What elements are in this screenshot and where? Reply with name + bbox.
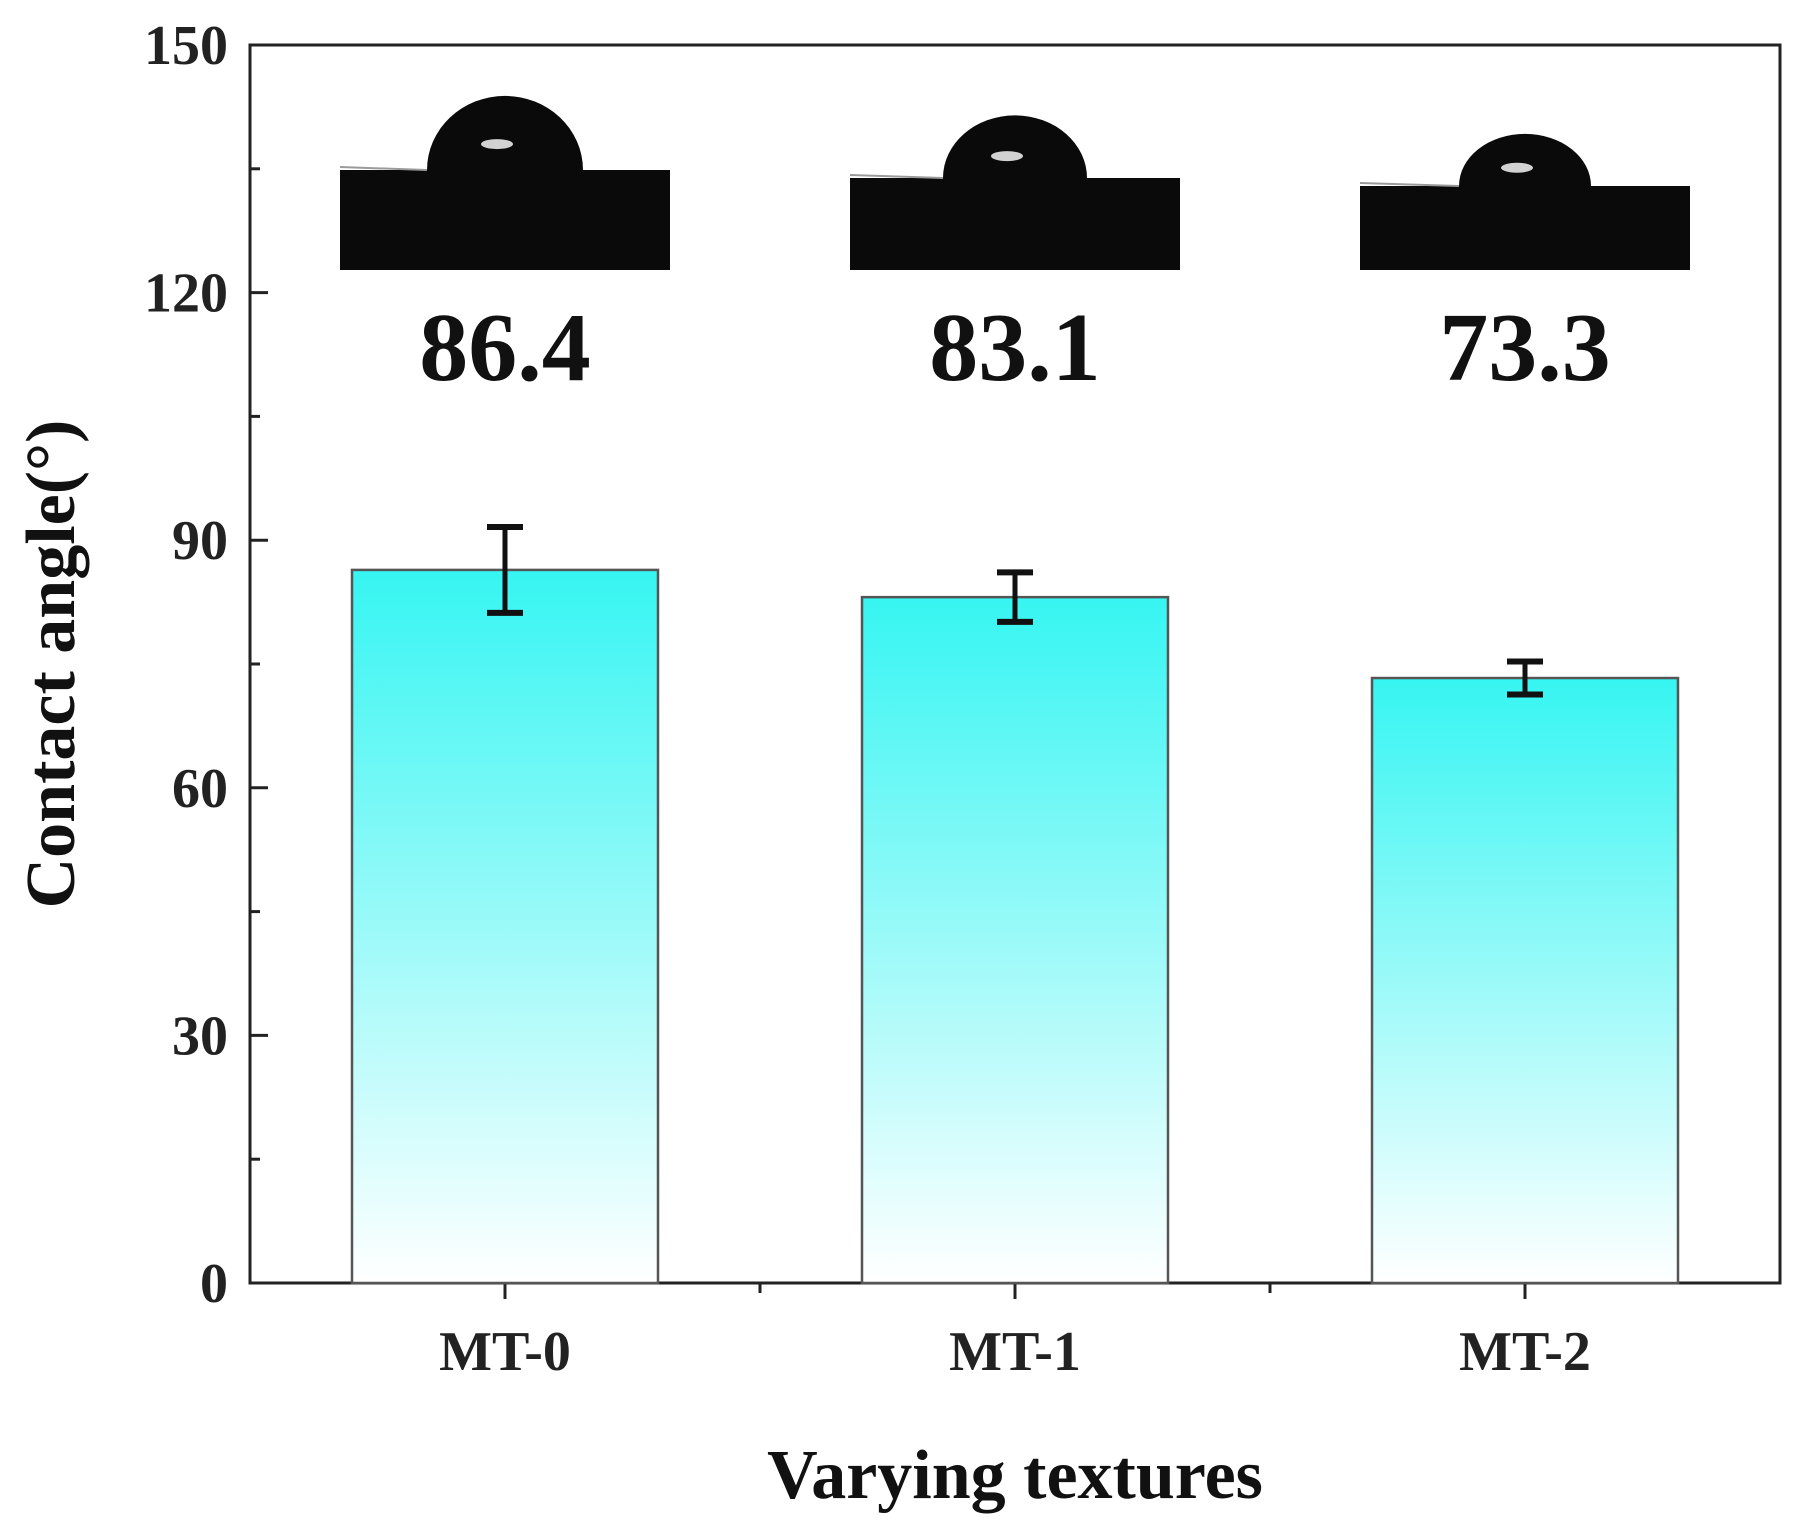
bars-group <box>350 568 1680 1285</box>
y-tick-label: 150 <box>144 15 228 77</box>
droplet-photo-mt-0 <box>339 95 670 270</box>
error-bars-group <box>487 523 1543 698</box>
y-axis-title: Contact angle(°) <box>13 420 90 909</box>
y-tick-label: 120 <box>144 263 228 325</box>
x-tick-label: MT-0 <box>439 1321 571 1383</box>
value-label: 73.3 <box>1439 294 1611 402</box>
y-tick-label: 0 <box>200 1253 228 1315</box>
x-axis <box>503 1283 1527 1299</box>
bar-mt-1 <box>860 595 1170 1285</box>
value-label: 86.4 <box>419 294 591 402</box>
value-labels-group: 86.4 83.1 73.3 <box>419 294 1611 402</box>
bar-mt-2 <box>1370 676 1680 1285</box>
y-tick-label: 90 <box>172 510 228 572</box>
x-tick-label: MT-2 <box>1459 1321 1591 1383</box>
x-tick-labels-group: MT-0 MT-1 MT-2 <box>439 1321 1591 1383</box>
y-tick-label: 60 <box>172 758 228 820</box>
droplet-photo-mt-1 <box>849 115 1180 270</box>
x-tick-label: MT-1 <box>949 1321 1081 1383</box>
x-axis-title: Varying textures <box>767 1437 1263 1514</box>
droplet-photo-mt-2 <box>1359 133 1690 270</box>
value-label: 83.1 <box>929 294 1101 402</box>
droplet-insets-group <box>339 95 1690 270</box>
y-axis <box>250 43 268 1285</box>
bar-mt-0 <box>350 568 660 1285</box>
y-tick-labels-group: 0 30 60 90 120 150 <box>144 15 228 1315</box>
y-tick-label: 30 <box>172 1005 228 1067</box>
